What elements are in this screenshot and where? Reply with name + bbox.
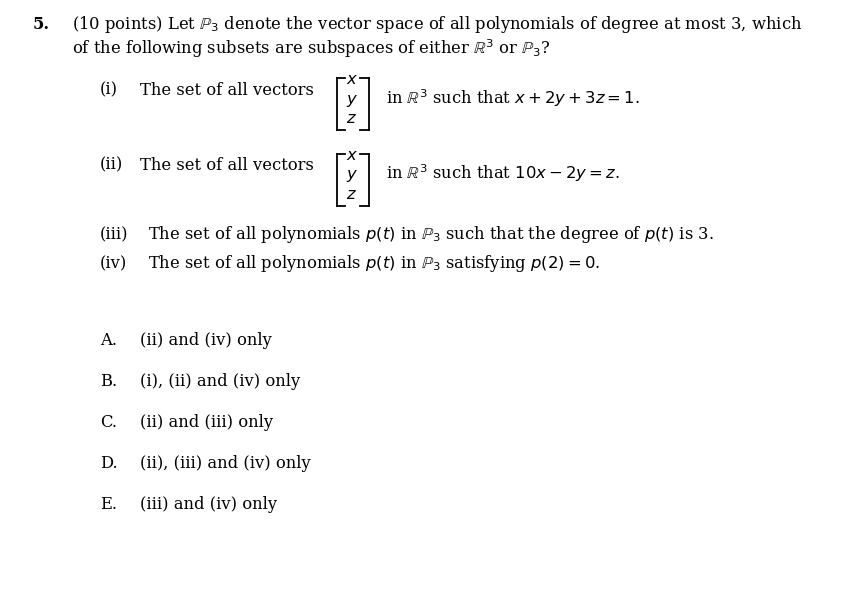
Text: (i), (ii) and (iv) only: (i), (ii) and (iv) only bbox=[140, 373, 300, 390]
Text: (ii), (iii) and (iv) only: (ii), (iii) and (iv) only bbox=[140, 456, 310, 473]
Text: $y$: $y$ bbox=[346, 167, 358, 184]
Text: in $\mathbb{R}^3$ such that $10x - 2y = z$.: in $\mathbb{R}^3$ such that $10x - 2y = … bbox=[386, 163, 620, 184]
Text: (ii) and (iii) only: (ii) and (iii) only bbox=[140, 414, 273, 431]
Text: (ii) and (iv) only: (ii) and (iv) only bbox=[140, 332, 272, 349]
Text: The set of all vectors: The set of all vectors bbox=[140, 82, 314, 99]
Text: (iv): (iv) bbox=[100, 256, 127, 273]
Text: in $\mathbb{R}^3$ such that $x + 2y + 3z = 1$.: in $\mathbb{R}^3$ such that $x + 2y + 3z… bbox=[386, 87, 639, 109]
Text: C.: C. bbox=[100, 414, 117, 431]
Text: B.: B. bbox=[100, 373, 117, 390]
Text: $z$: $z$ bbox=[347, 186, 357, 203]
Text: of the following subsets are subspaces of either $\mathbb{R}^3$ or $\mathbb{P}_3: of the following subsets are subspaces o… bbox=[72, 37, 550, 60]
Text: $x$: $x$ bbox=[346, 147, 358, 164]
Text: The set of all polynomials $p(t)$ in $\mathbb{P}_3$ satisfying $p(2) = 0$.: The set of all polynomials $p(t)$ in $\m… bbox=[148, 253, 600, 274]
Text: (i): (i) bbox=[100, 82, 118, 99]
Text: A.: A. bbox=[100, 332, 117, 349]
Text: (iii) and (iv) only: (iii) and (iv) only bbox=[140, 497, 277, 514]
Text: (10 points) Let $\mathbb{P}_3$ denote the vector space of all polynomials of deg: (10 points) Let $\mathbb{P}_3$ denote th… bbox=[72, 14, 802, 35]
Text: $y$: $y$ bbox=[346, 92, 358, 109]
Text: 5.: 5. bbox=[32, 16, 49, 34]
Text: E.: E. bbox=[100, 497, 117, 514]
Text: $x$: $x$ bbox=[346, 71, 358, 88]
Text: $z$: $z$ bbox=[347, 110, 357, 127]
Text: The set of all polynomials $p(t)$ in $\mathbb{P}_3$ such that the degree of $p(t: The set of all polynomials $p(t)$ in $\m… bbox=[148, 224, 714, 245]
Text: D.: D. bbox=[100, 456, 118, 473]
Text: (ii): (ii) bbox=[100, 157, 123, 174]
Text: The set of all vectors: The set of all vectors bbox=[140, 157, 314, 174]
Text: (iii): (iii) bbox=[100, 226, 129, 243]
